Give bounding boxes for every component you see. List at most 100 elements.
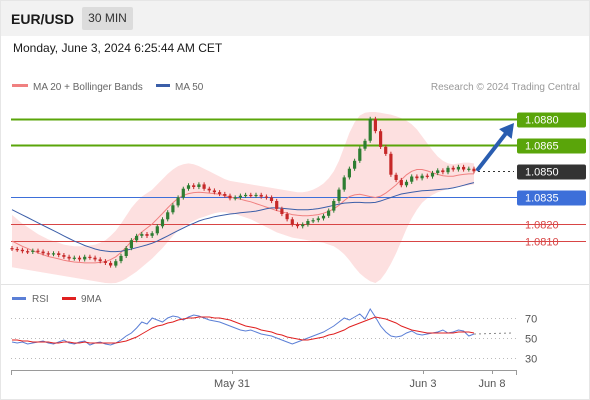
moving-averages — [11, 169, 475, 264]
candle — [202, 182, 206, 191]
candle-body — [373, 118, 377, 132]
candle-body — [306, 221, 310, 225]
forecast-arrow — [476, 122, 514, 172]
candle-body — [254, 194, 258, 197]
candle — [347, 166, 351, 180]
rsi-tick-label-70: 70 — [525, 314, 537, 326]
candle-body — [430, 173, 435, 177]
candle-body — [353, 160, 357, 169]
candle — [467, 166, 471, 172]
ma50-line — [11, 182, 475, 253]
ma9-legend-swatch — [62, 297, 76, 300]
level-label-1.0865: 1.0865 — [525, 141, 559, 153]
ma9-legend-label: 9MA — [81, 294, 102, 305]
candle — [285, 212, 289, 222]
candle — [124, 246, 128, 258]
candle-body — [441, 170, 445, 173]
candle — [316, 216, 320, 223]
candle — [358, 146, 362, 163]
candle — [264, 194, 268, 200]
candle-body — [176, 197, 180, 206]
ma50-legend-label: MA 50 — [175, 82, 204, 93]
level-badge-1.0850 — [517, 164, 586, 180]
candle — [57, 251, 61, 258]
level-label-1.0810: 1.0810 — [525, 237, 559, 249]
candle — [20, 247, 24, 254]
candle-body — [436, 170, 440, 173]
ma50-legend-swatch — [156, 84, 170, 87]
candle — [410, 174, 414, 184]
forecast-arrow-shaft — [476, 128, 510, 172]
candle — [384, 144, 388, 156]
candle-body — [181, 188, 185, 198]
candle — [321, 213, 326, 221]
candle — [72, 255, 76, 261]
ma20-legend-swatch — [12, 84, 28, 87]
candle-body — [290, 219, 294, 225]
candle — [379, 129, 383, 149]
candle-body — [327, 210, 331, 216]
candle — [446, 165, 450, 175]
rsi-line — [11, 308, 475, 346]
candle-body — [342, 177, 346, 190]
candle — [456, 164, 460, 172]
candle-body — [425, 175, 429, 177]
candle — [327, 208, 331, 218]
candle-body — [363, 140, 367, 149]
candle-body — [451, 167, 455, 170]
candle-body — [83, 256, 87, 260]
candle-body — [462, 166, 466, 170]
level-badge-1.0835 — [517, 190, 586, 206]
candle — [41, 249, 45, 256]
candle-body — [186, 185, 191, 189]
candle — [15, 246, 19, 252]
candle-body — [145, 234, 149, 236]
candle-body — [160, 219, 165, 227]
candle — [223, 191, 227, 198]
candle — [233, 195, 237, 201]
candle — [337, 187, 341, 204]
candle — [62, 253, 66, 259]
level-badge-1.0880 — [517, 112, 586, 128]
candle-body — [62, 255, 66, 257]
candle — [436, 168, 440, 176]
candle — [430, 170, 435, 179]
candle — [181, 186, 185, 200]
timeframe-button[interactable]: 30 MIN — [82, 7, 133, 30]
candle — [415, 174, 419, 181]
candle — [353, 158, 357, 171]
candle-body — [389, 153, 393, 175]
candle-body — [72, 257, 76, 259]
candle — [389, 151, 393, 177]
candle — [119, 253, 123, 264]
candle-body — [36, 250, 40, 252]
candle-body — [119, 255, 123, 262]
level-label-1.0850: 1.0850 — [525, 167, 559, 179]
candle-body — [114, 261, 118, 266]
candle — [404, 179, 409, 188]
candle — [462, 164, 466, 172]
candle-body — [410, 176, 414, 182]
candle-body — [269, 197, 274, 201]
candle-body — [280, 208, 284, 214]
candle — [103, 259, 107, 265]
rsi-pane: 70 50 30 — [11, 308, 537, 366]
candle-body — [259, 194, 263, 197]
candle — [129, 238, 133, 251]
candle-body — [249, 194, 253, 197]
candle — [77, 255, 82, 262]
candle-body — [15, 249, 19, 251]
candle-body — [404, 181, 409, 186]
candle-body — [321, 215, 326, 219]
candle-body — [135, 235, 139, 241]
credit-label: Research © 2024 Trading Central — [431, 82, 580, 93]
candle — [207, 186, 211, 193]
candle-body — [316, 218, 320, 221]
candle-body — [347, 168, 351, 178]
candle — [98, 257, 102, 264]
rsi-tick-label-30: 30 — [525, 354, 537, 366]
candle — [280, 206, 284, 217]
candle-body — [124, 248, 128, 256]
candle-body — [171, 205, 175, 213]
